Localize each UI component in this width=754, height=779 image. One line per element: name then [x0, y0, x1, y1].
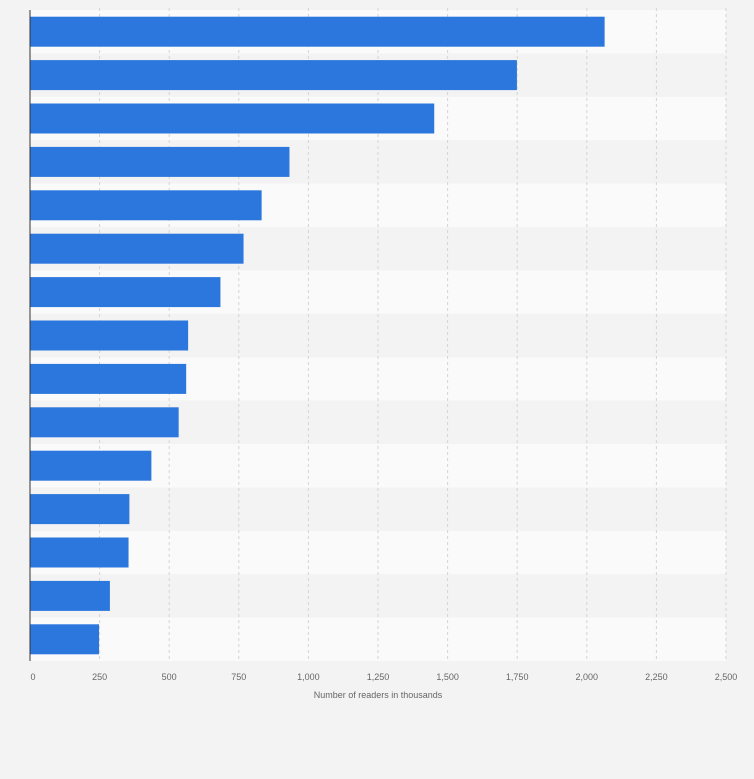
- x-tick-label: 2,500: [715, 672, 738, 682]
- x-tick-label: 1,750: [506, 672, 529, 682]
- x-tick-label: 0: [30, 672, 35, 682]
- bar[interactable]: [30, 103, 435, 134]
- bar[interactable]: [30, 363, 187, 394]
- bars: [30, 16, 605, 655]
- x-tick-label: 2,250: [645, 672, 668, 682]
- x-tick-label: 500: [162, 672, 177, 682]
- x-axis-ticks: 0 250 500 750 1,000 1,250 1,500 1,750 2,000 2,250…: [30, 672, 737, 682]
- x-tick-label: 250: [92, 672, 107, 682]
- bar[interactable]: [30, 407, 179, 438]
- bar[interactable]: [30, 146, 290, 177]
- bar[interactable]: [30, 60, 517, 91]
- x-tick-label: 2,000: [576, 672, 599, 682]
- bar[interactable]: [30, 450, 152, 481]
- bar[interactable]: [30, 277, 221, 308]
- bar[interactable]: [30, 233, 244, 264]
- bar[interactable]: [30, 537, 129, 568]
- bar[interactable]: [30, 320, 189, 351]
- bar[interactable]: [30, 580, 110, 611]
- bar[interactable]: [30, 624, 100, 655]
- bar[interactable]: [30, 190, 262, 221]
- bar[interactable]: [30, 494, 130, 525]
- x-tick-label: 1,250: [367, 672, 390, 682]
- x-tick-label: 1,000: [297, 672, 320, 682]
- x-tick-label: 750: [231, 672, 246, 682]
- x-tick-label: 1,500: [436, 672, 459, 682]
- bar[interactable]: [30, 16, 605, 47]
- x-axis-title: Number of readers in thousands: [314, 690, 443, 700]
